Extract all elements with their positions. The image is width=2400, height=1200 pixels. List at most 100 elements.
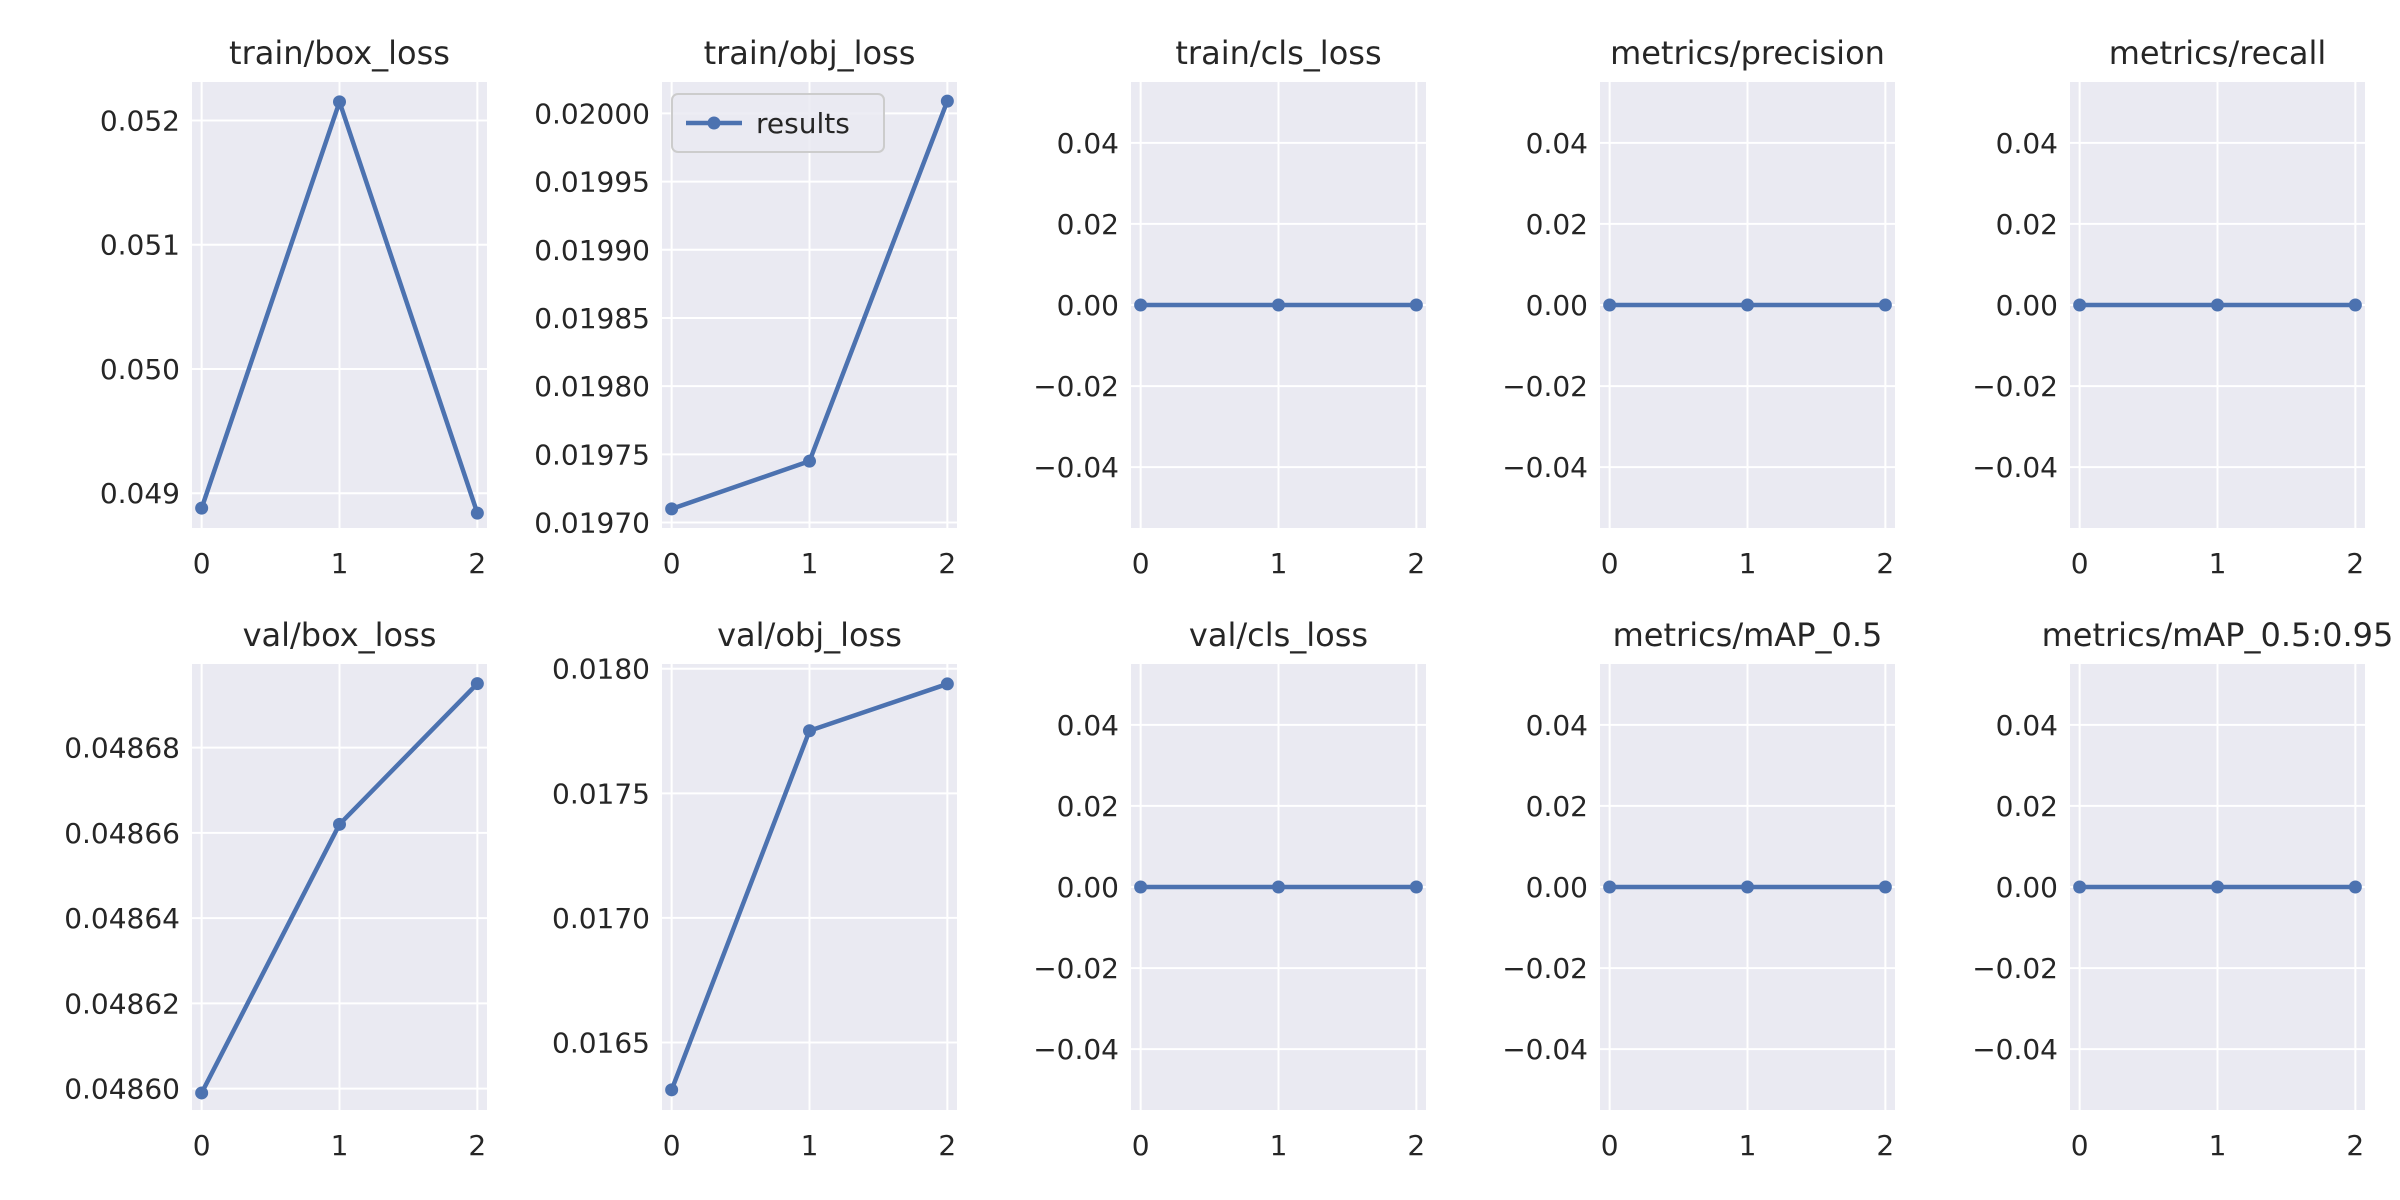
y-tick-label: −0.04 [1502, 1033, 1588, 1066]
data-point [803, 724, 816, 738]
data-point [195, 501, 209, 515]
data-point [1603, 298, 1617, 312]
data-point [333, 817, 346, 831]
x-tick-label: 0 [1132, 547, 1150, 580]
x-tick-label: 1 [2209, 1129, 2227, 1162]
subplot: val/obj_loss 0 1 2 0.0165 0.0170 0.0175 0.0180 [552, 616, 957, 1162]
legend-marker [707, 116, 721, 130]
y-tick-label: 0.0180 [552, 653, 650, 686]
y-tick-label: −0.02 [1972, 370, 2058, 403]
x-tick-label: 1 [1739, 1129, 1757, 1162]
y-tick-label: −0.02 [1502, 952, 1588, 985]
subplot: metrics/recall 0 1 2 −0.04 −0.02 0.00 0.02 0.04 [1972, 34, 2365, 580]
data-point [1409, 880, 1423, 894]
data-point [803, 454, 816, 468]
y-tick-label: 0.02 [1996, 790, 2058, 823]
y-tick-label: 0.04 [1996, 709, 2058, 742]
data-point [1741, 880, 1754, 894]
y-tick-label: 0.049 [100, 477, 180, 510]
x-tick-label: 0 [1132, 1129, 1150, 1162]
y-tick-label: 0.04868 [64, 732, 180, 765]
x-tick-label: 2 [1407, 547, 1425, 580]
y-tick-label: 0.051 [100, 229, 180, 262]
y-tick-label: 0.04860 [64, 1073, 180, 1106]
data-point [2073, 298, 2087, 312]
y-tick-label: −0.04 [1972, 451, 2058, 484]
x-tick-label: 1 [1270, 547, 1288, 580]
subplot-title: val/box_loss [243, 616, 437, 654]
x-tick-label: 2 [1876, 547, 1894, 580]
subplot-title: metrics/recall [2109, 34, 2327, 72]
data-point [1741, 298, 1754, 312]
data-point [2348, 298, 2362, 312]
data-point [940, 677, 954, 691]
y-tick-label: 0.00 [1526, 289, 1588, 322]
x-tick-label: 2 [1876, 1129, 1894, 1162]
data-point [1603, 880, 1617, 894]
y-tick-label: 0.04 [1526, 127, 1588, 160]
y-tick-label: 0.02 [1057, 208, 1119, 241]
subplot: metrics/precision 0 1 2 −0.04 −0.02 0.00 0.02 0.… [1502, 34, 1895, 580]
data-point [1409, 298, 1423, 312]
y-tick-label: 0.04 [1996, 127, 2058, 160]
x-tick-label: 0 [2071, 1129, 2089, 1162]
data-point [1134, 880, 1148, 894]
x-tick-label: 1 [331, 547, 349, 580]
x-tick-label: 0 [663, 547, 681, 580]
subplot-title: metrics/precision [1610, 34, 1885, 72]
y-tick-label: 0.01975 [534, 438, 650, 471]
legend-label: results [756, 107, 850, 140]
subplot-title: train/cls_loss [1175, 34, 1381, 72]
data-point [195, 1086, 209, 1100]
y-tick-label: −0.02 [1033, 952, 1119, 985]
subplot-title: train/box_loss [229, 34, 450, 72]
data-point [470, 506, 484, 520]
y-tick-label: 0.0175 [552, 777, 650, 810]
y-tick-label: −0.04 [1033, 451, 1119, 484]
y-tick-label: −0.02 [1972, 952, 2058, 985]
x-tick-label: 0 [1601, 1129, 1619, 1162]
x-tick-label: 0 [1601, 547, 1619, 580]
data-point [1272, 880, 1285, 894]
data-point [1134, 298, 1148, 312]
x-tick-label: 2 [2346, 1129, 2364, 1162]
data-point [2211, 298, 2224, 312]
data-point [2348, 880, 2362, 894]
y-tick-label: 0.00 [1526, 871, 1588, 904]
data-point [665, 502, 679, 516]
legend-box [671, 93, 885, 153]
y-tick-label: 0.04866 [64, 817, 180, 850]
y-tick-label: 0.04 [1057, 127, 1119, 160]
x-tick-label: 0 [2071, 547, 2089, 580]
y-tick-label: −0.02 [1502, 370, 1588, 403]
y-tick-label: 0.02000 [534, 97, 650, 130]
x-tick-label: 2 [938, 1129, 956, 1162]
data-point [333, 95, 346, 109]
subplot-title: val/obj_loss [717, 616, 902, 654]
x-tick-label: 0 [193, 547, 211, 580]
x-tick-label: 0 [663, 1129, 681, 1162]
subplot: metrics/mAP_0.5:0.95 0 1 2 −0.04 −0.02 0.00 0.0… [1972, 616, 2393, 1162]
subplot: metrics/mAP_0.5 0 1 2 −0.04 −0.02 0.00 0.02 0.04 [1502, 616, 1895, 1162]
x-tick-label: 1 [331, 1129, 349, 1162]
y-tick-label: 0.01990 [534, 234, 650, 267]
x-tick-label: 1 [1270, 1129, 1288, 1162]
x-tick-label: 1 [801, 547, 819, 580]
y-tick-label: 0.050 [100, 353, 180, 386]
data-point [1272, 298, 1285, 312]
data-point [940, 94, 954, 108]
x-tick-label: 1 [1739, 547, 1757, 580]
x-tick-label: 1 [801, 1129, 819, 1162]
y-tick-label: 0.00 [1996, 289, 2058, 322]
data-point [470, 677, 484, 691]
y-tick-label: 0.04 [1057, 709, 1119, 742]
subplot: train/cls_loss 0 1 2 −0.04 −0.02 0.00 0.02 0.04 [1033, 34, 1426, 580]
x-tick-label: 2 [1407, 1129, 1425, 1162]
x-tick-label: 2 [468, 1129, 486, 1162]
y-tick-label: 0.02 [1526, 790, 1588, 823]
y-tick-label: 0.01995 [534, 166, 650, 199]
subplot: val/box_loss 0 1 2 0.04860 0.04862 0.04864 0.04… [64, 616, 487, 1162]
subplot: val/cls_loss 0 1 2 −0.04 −0.02 0.00 0.02 0.04 [1033, 616, 1426, 1162]
y-tick-label: −0.02 [1033, 370, 1119, 403]
